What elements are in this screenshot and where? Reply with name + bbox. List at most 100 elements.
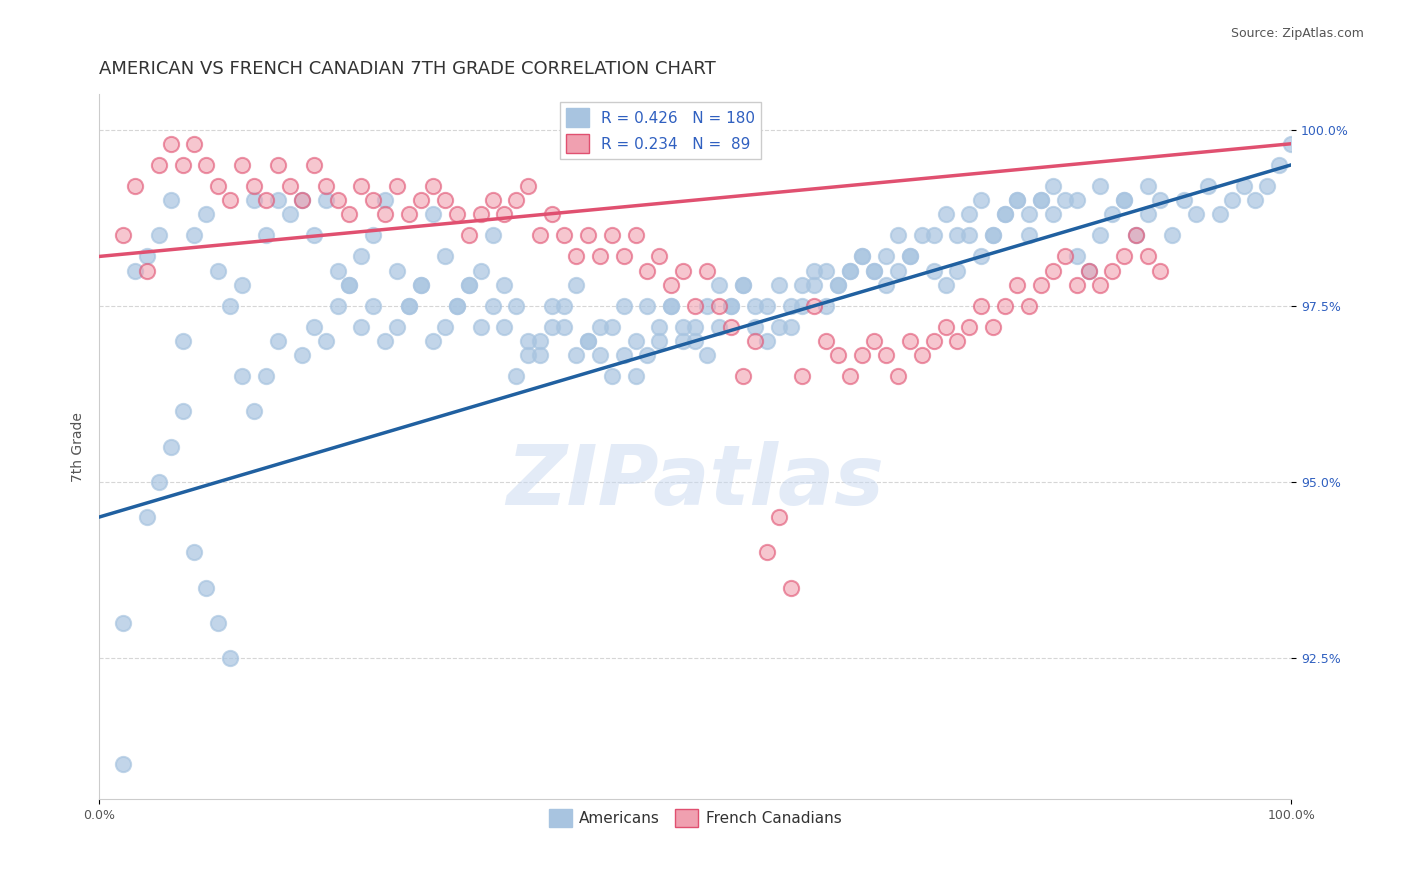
Point (696, 348, 718, 362)
Point (839, 263, 862, 277)
Point (768, 510, 790, 524)
Point (720, 299, 742, 313)
Point (946, 334, 969, 348)
Point (339, 277, 361, 292)
Point (994, 299, 1017, 313)
Legend: Americans, French Canadians: Americans, French Canadians (543, 803, 848, 833)
Point (219, 193, 242, 207)
Point (672, 334, 695, 348)
Point (637, 299, 659, 313)
Point (696, 263, 718, 277)
Point (291, 193, 314, 207)
Point (589, 319, 612, 334)
Point (243, 404, 266, 418)
Point (898, 249, 921, 263)
Point (827, 348, 849, 362)
Point (637, 263, 659, 277)
Point (433, 319, 456, 334)
Point (398, 299, 420, 313)
Point (1042, 263, 1064, 277)
Point (315, 334, 337, 348)
Point (398, 299, 420, 313)
Point (1161, 228, 1184, 243)
Point (302, 228, 325, 243)
Point (541, 319, 564, 334)
Point (231, 277, 253, 292)
Point (1053, 249, 1076, 263)
Point (1066, 277, 1088, 292)
Point (409, 277, 432, 292)
Point (1077, 263, 1099, 277)
Point (481, 299, 503, 313)
Point (624, 228, 647, 243)
Point (672, 263, 695, 277)
Point (111, 228, 134, 243)
Point (124, 179, 146, 194)
Point (648, 249, 671, 263)
Point (195, 581, 218, 595)
Point (994, 207, 1017, 221)
Point (339, 207, 361, 221)
Point (195, 207, 218, 221)
Point (659, 277, 682, 292)
Point (1125, 228, 1147, 243)
Point (1018, 299, 1040, 313)
Point (433, 249, 456, 263)
Point (374, 334, 396, 348)
Point (744, 319, 766, 334)
Point (731, 277, 754, 292)
Point (470, 207, 492, 221)
Point (589, 348, 612, 362)
Point (457, 228, 479, 243)
Point (875, 277, 897, 292)
Point (433, 193, 456, 207)
Point (957, 207, 980, 221)
Point (934, 319, 956, 334)
Point (291, 193, 314, 207)
Point (374, 193, 396, 207)
Y-axis label: 7th Grade: 7th Grade (72, 412, 86, 482)
Point (159, 136, 181, 151)
Point (1005, 193, 1028, 207)
Text: Source: ZipAtlas.com: Source: ZipAtlas.com (1230, 27, 1364, 40)
Point (529, 348, 551, 362)
Point (1256, 179, 1278, 194)
Point (1279, 136, 1302, 151)
Point (422, 179, 444, 194)
Point (148, 475, 170, 489)
Point (600, 369, 623, 384)
Point (613, 348, 636, 362)
Point (409, 193, 432, 207)
Point (720, 299, 742, 313)
Point (815, 334, 838, 348)
Point (481, 228, 503, 243)
Point (624, 369, 647, 384)
Point (696, 299, 718, 313)
Point (183, 545, 205, 559)
Point (1208, 207, 1230, 221)
Point (637, 348, 659, 362)
Point (541, 207, 564, 221)
Point (803, 263, 825, 277)
Point (1090, 277, 1112, 292)
Point (957, 228, 980, 243)
Point (1114, 193, 1136, 207)
Point (135, 249, 157, 263)
Point (207, 615, 229, 630)
Point (683, 319, 706, 334)
Point (565, 348, 588, 362)
Point (1005, 277, 1028, 292)
Point (1149, 193, 1171, 207)
Point (755, 299, 778, 313)
Point (970, 299, 993, 313)
Point (219, 299, 242, 313)
Point (219, 651, 242, 665)
Point (148, 228, 170, 243)
Point (385, 179, 408, 194)
Point (659, 299, 682, 313)
Point (1090, 179, 1112, 194)
Point (315, 179, 337, 194)
Point (254, 193, 277, 207)
Point (446, 207, 468, 221)
Point (827, 277, 849, 292)
